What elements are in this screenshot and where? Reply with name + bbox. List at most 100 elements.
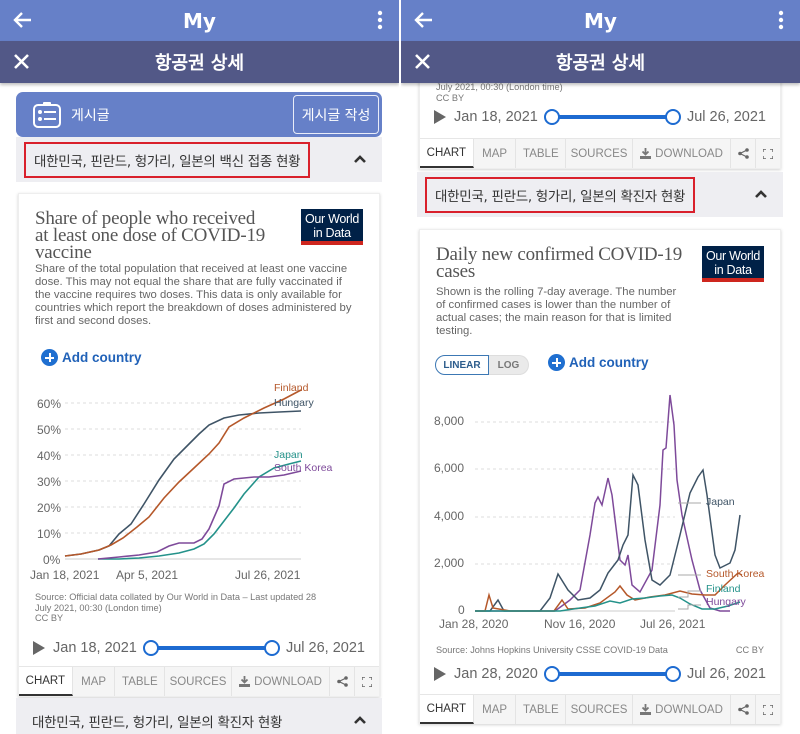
timeline-start-handle[interactable] (142, 640, 159, 656)
fullscreen-button[interactable] (756, 139, 780, 168)
app-bar: My (0, 0, 399, 41)
timeline-end-handle[interactable] (263, 640, 280, 656)
series-label-finland[interactable]: Finland (274, 382, 309, 394)
share-button[interactable] (731, 695, 757, 724)
timeline-end-date: Jul 26, 2021 (285, 640, 365, 656)
play-icon[interactable] (33, 641, 45, 655)
add-country-button[interactable]: Add country (548, 354, 649, 371)
timeline-range-bar[interactable] (551, 672, 673, 676)
accordion-cases-header[interactable]: 대한민국, 핀란드, 헝가리, 일본의 확진자 현황 (16, 698, 382, 734)
chart-title: Daily new confirmed COVID-19 cases (436, 244, 683, 281)
share-button[interactable] (330, 667, 356, 696)
linear-scale-button[interactable]: LINEAR (435, 355, 489, 375)
scroll-content[interactable]: July 2021, 00:30 (London time) CC BY Jan… (401, 83, 800, 734)
timeline-track[interactable] (142, 640, 280, 656)
fullscreen-icon (763, 704, 774, 715)
arrow-left-icon[interactable] (413, 8, 435, 32)
arrow-left-icon[interactable] (12, 8, 34, 32)
post-bar-label: 게시글 (71, 107, 110, 124)
fullscreen-button[interactable] (756, 695, 780, 724)
logo-line: Our World (705, 249, 761, 263)
add-country-button[interactable]: Add country (41, 349, 142, 366)
chevron-up-icon[interactable] (354, 154, 366, 164)
share-icon (737, 148, 749, 159)
chevron-up-icon[interactable] (354, 715, 366, 725)
cases-line-chart[interactable] (420, 385, 782, 620)
series-label-japan[interactable]: Japan (274, 449, 303, 461)
scroll-content[interactable]: 게시글 게시글 작성 대한민국, 핀란드, 헝가리, 일본의 백신 접종 현황 … (0, 83, 399, 734)
tab-chart[interactable]: CHART (420, 695, 474, 724)
cases-chart-card: Daily new confirmed COVID-19 cases Our W… (419, 229, 781, 724)
owid-logo[interactable]: Our World in Data (702, 246, 764, 282)
tab-map[interactable]: MAP (474, 695, 517, 724)
tab-download[interactable]: DOWNLOAD (232, 667, 331, 696)
fullscreen-button[interactable] (355, 667, 379, 696)
chart-title-line: Daily new confirmed COVID-19 (436, 244, 683, 265)
series-label-south-korea[interactable]: South Korea (706, 568, 765, 580)
y-tick: 2,000 (434, 556, 465, 570)
tab-map[interactable]: MAP (73, 667, 116, 696)
more-vertical-icon[interactable] (377, 10, 383, 30)
logo-line: in Data (313, 226, 351, 240)
plus-circle-icon (548, 354, 565, 371)
tab-chart[interactable]: CHART (19, 667, 73, 696)
tab-sources[interactable]: SOURCES (165, 667, 232, 696)
timeline-track[interactable] (543, 666, 681, 682)
tab-sources[interactable]: SOURCES (566, 139, 633, 168)
y-tick: 8,000 (434, 414, 465, 428)
source-line: July 2021, 00:30 (London time) (436, 83, 563, 92)
share-icon (737, 704, 749, 715)
series-label-south-korea[interactable]: South Korea (274, 462, 333, 474)
more-vertical-icon[interactable] (778, 10, 784, 30)
source-line: CC BY (436, 92, 465, 103)
subtitle-line: actual cases; the main reason for that i… (436, 312, 672, 324)
tab-table[interactable]: TABLE (516, 139, 567, 168)
log-scale-button[interactable]: LOG (489, 355, 529, 375)
x-tick: Jan 18, 2021 (30, 568, 100, 582)
add-country-label: Add country (569, 355, 649, 370)
tab-download[interactable]: DOWNLOAD (633, 139, 732, 168)
write-post-button[interactable]: 게시글 작성 (293, 95, 379, 134)
source-line: Source: Official data collated by Our Wo… (35, 592, 317, 602)
timeline-start-handle[interactable] (543, 109, 560, 125)
series-label-japan[interactable]: Japan (706, 496, 735, 508)
close-icon[interactable] (414, 53, 431, 70)
chevron-up-icon[interactable] (755, 189, 767, 199)
tab-sources[interactable]: SOURCES (566, 695, 633, 724)
close-icon[interactable] (13, 53, 30, 70)
timeline-track[interactable] (543, 109, 681, 125)
phone-screen-left: My 항공권 상세 게시글 게시글 작성 대한민국, 핀란드, 헝가리, 일본의… (0, 0, 399, 734)
timeline-range-bar[interactable] (551, 115, 673, 119)
series-label-hungary[interactable]: Hungary (274, 397, 314, 409)
share-button[interactable] (731, 139, 757, 168)
logo-line: Our World (304, 212, 360, 226)
subtitle-line: testing. (436, 325, 473, 337)
vaccine-line-chart[interactable] (19, 374, 381, 574)
accordion-vaccine-title: 대한민국, 핀란드, 헝가리, 일본의 백신 접종 현황 (24, 141, 311, 178)
accordion-cases-header[interactable]: 대한민국, 핀란드, 헝가리, 일본의 확진자 현황 (417, 172, 783, 217)
subtitle-line: first and second doses. (35, 315, 152, 327)
series-label-hungary[interactable]: Hungary (706, 596, 746, 608)
accordion-vaccine-header[interactable]: 대한민국, 핀란드, 헝가리, 일본의 백신 접종 현황 (16, 137, 382, 182)
tab-download[interactable]: DOWNLOAD (633, 695, 732, 724)
tab-chart[interactable]: CHART (420, 139, 474, 168)
tab-table[interactable]: TABLE (115, 667, 166, 696)
timeline-range-bar[interactable] (150, 646, 272, 650)
chart-tabs: CHART MAP TABLE SOURCES DOWNLOAD (19, 666, 379, 696)
chart-title-line: Share of people who received (35, 208, 256, 229)
timeline-end-handle[interactable] (664, 109, 681, 125)
owid-logo[interactable]: Our World in Data (301, 209, 363, 245)
y-tick: 0% (43, 553, 61, 567)
series-label-finland[interactable]: Finland (706, 583, 741, 595)
play-icon[interactable] (434, 667, 446, 681)
timeline-end-handle[interactable] (664, 666, 681, 682)
vaccine-chart-card-tail: July 2021, 00:30 (London time) CC BY Jan… (419, 83, 781, 169)
chart-license[interactable]: CC BY (735, 645, 764, 655)
download-icon (239, 676, 251, 687)
chart-subtitle: Share of the total population that recei… (35, 263, 351, 328)
timeline-start-handle[interactable] (543, 666, 560, 682)
play-icon[interactable] (434, 110, 446, 124)
tab-map[interactable]: MAP (474, 139, 517, 168)
timeline-start-date: Jan 18, 2021 (454, 109, 538, 125)
tab-table[interactable]: TABLE (516, 695, 567, 724)
